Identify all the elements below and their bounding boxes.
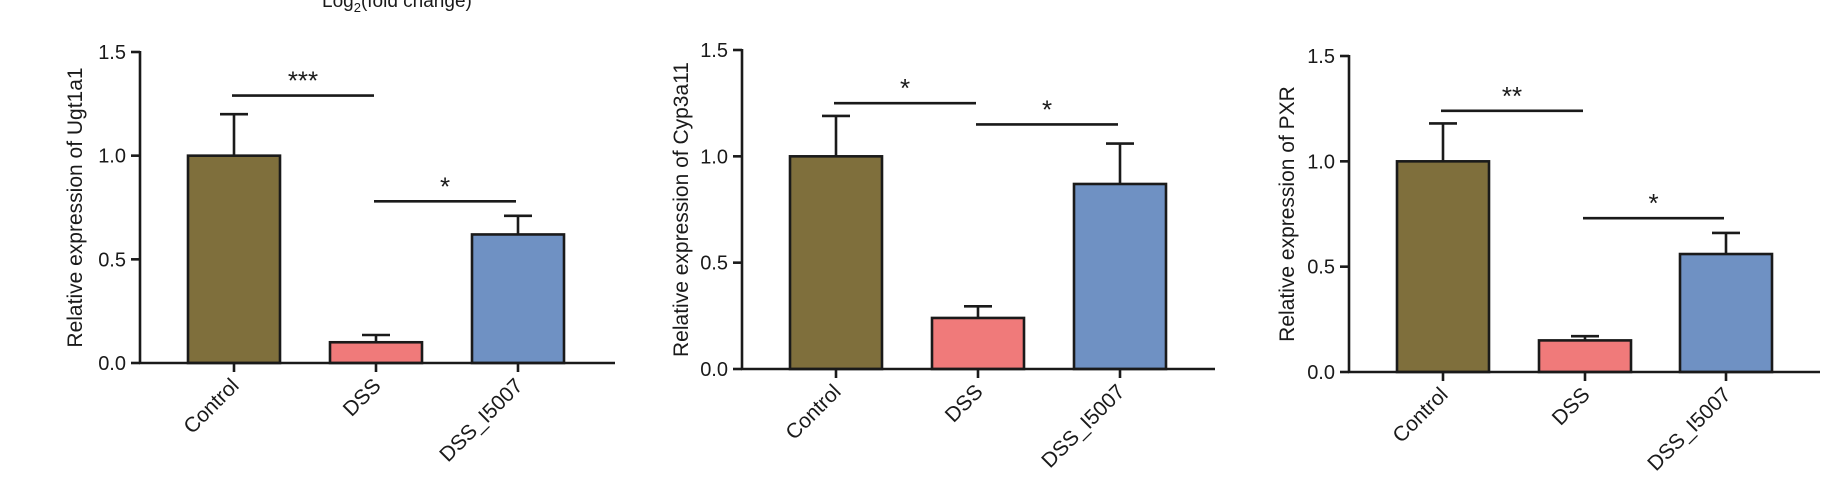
y-tick-label: 1.0 [98, 146, 126, 168]
x-tick-label: DSS_I5007 [1037, 380, 1129, 472]
y-tick-label: 0.5 [1307, 257, 1335, 279]
x-tick-label: DSS [1548, 383, 1595, 430]
x-tick-label: DSS [339, 374, 386, 421]
y-tick-label: 1.5 [700, 40, 728, 62]
bar-control [186, 154, 282, 365]
y-tick-label: 0.5 [700, 253, 728, 275]
bar-control [1395, 160, 1491, 374]
bar-dss [930, 316, 1026, 371]
chart-panel-2: Control DSS DSS_I5007 0.0 0.5 1.0 1.5 Relative … [670, 40, 1215, 472]
header-prefix: Log [322, 0, 354, 12]
x-tick-label: Control [179, 374, 243, 438]
significance-label: *** [288, 66, 318, 96]
y-tick-label: 0.5 [98, 249, 126, 271]
y-tick-label: 1.0 [700, 146, 728, 168]
y-axis-label: Relative expression of PXR [1276, 86, 1299, 342]
chart-panel-1: Control DSS DSS_I5007 0.0 0.5 1.0 1.5 Relative … [64, 42, 615, 466]
x-tick-label: Control [781, 380, 845, 444]
x-tick-label: DSS_I5007 [435, 374, 527, 466]
y-tick-label: 0.0 [700, 359, 728, 381]
bar-dss_i5007 [470, 233, 566, 365]
y-tick-label: 0.0 [98, 353, 126, 375]
bar-dss [1537, 339, 1633, 374]
bar-dss [328, 340, 424, 365]
significance-label: * [900, 73, 910, 103]
significance-label: * [1648, 188, 1658, 218]
y-tick-label: 1.5 [98, 42, 126, 64]
header-suffix: (fold change) [360, 0, 472, 12]
header-text: Log2(fold change) [322, 0, 472, 19]
header-subscript: 2 [353, 0, 361, 15]
bar-dss_i5007 [1678, 252, 1774, 374]
bar-control [788, 155, 884, 371]
y-tick-label: 1.5 [1307, 46, 1335, 68]
y-tick-label: 0.0 [1307, 362, 1335, 384]
x-tick-label: Control [1388, 383, 1452, 447]
significance-label: * [440, 171, 450, 201]
significance-label: ** [1502, 81, 1522, 111]
x-tick-label: DSS [941, 380, 988, 427]
y-axis-label: Relative expression of Ugt1a1 [64, 67, 87, 347]
x-tick-label: DSS_I5007 [1643, 383, 1735, 475]
y-axis-label: Relative expression of Cyp3a11 [670, 62, 693, 357]
chart-panel-3: Control DSS DSS_I5007 0.0 0.5 1.0 1.5 Relative … [1276, 46, 1820, 475]
y-tick-label: 1.0 [1307, 151, 1335, 173]
bar-dss_i5007 [1072, 182, 1168, 371]
significance-label: * [1042, 94, 1052, 124]
